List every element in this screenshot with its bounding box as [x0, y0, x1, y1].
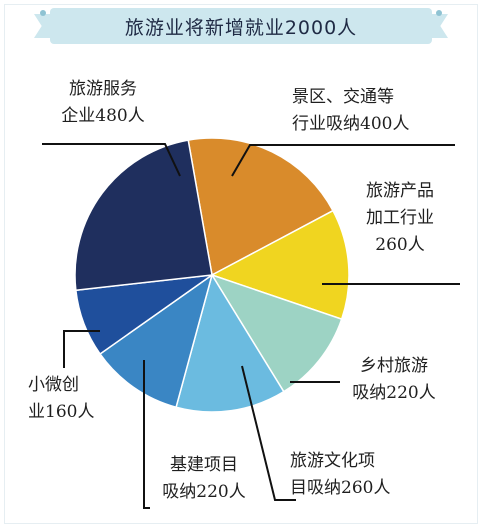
slice-label-tourism-services: 旅游服务 企业480人 — [61, 79, 145, 126]
slice-label-micro-business: 小微创 业160人 — [28, 375, 95, 422]
leader-line-micro-business — [63, 330, 100, 368]
leader-line-tourism-services — [42, 143, 181, 177]
chart-title: 旅游业将新增就业2000人 — [124, 16, 358, 39]
slice-label-infrastructure: 基建项目 吸纳220人 — [162, 455, 246, 502]
pie-slice-scenic-transport — [187, 137, 334, 277]
pie-slice-infrastructure — [99, 273, 214, 409]
pie-slice-rural-tourism — [210, 273, 343, 393]
leader-line-scenic-transport — [231, 144, 455, 177]
leader-line-culture-projects — [241, 365, 296, 501]
leader-line-infrastructure — [143, 360, 150, 509]
decor-dot — [436, 10, 442, 16]
slice-label-scenic-transport: 景区、交通等 行业吸纳400人 — [292, 87, 410, 134]
title-banner: 旅游业将新增就业2000人 — [50, 8, 432, 44]
slice-label-product-processing: 旅游产品 加工行业 260人 — [366, 181, 434, 255]
slice-label-culture-projects: 旅游文化项 目吸纳260人 — [290, 451, 391, 498]
pie-slice-product-processing — [210, 209, 350, 321]
decor-dot — [40, 10, 46, 16]
slice-label-rural-tourism: 乡村旅游 吸纳220人 — [352, 356, 436, 403]
pie-slice-tourism-services — [74, 139, 213, 292]
